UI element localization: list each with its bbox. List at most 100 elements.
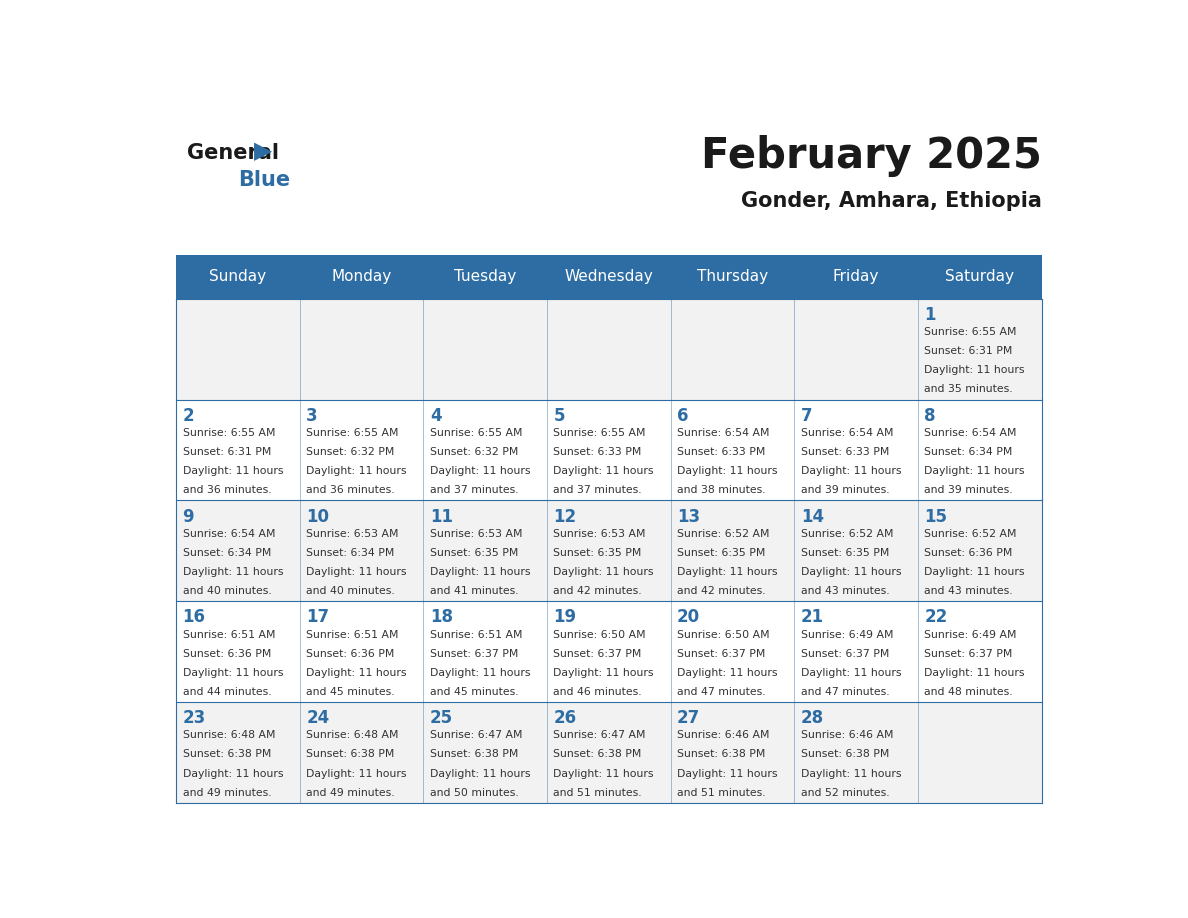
Text: Sunset: 6:37 PM: Sunset: 6:37 PM — [924, 649, 1012, 658]
FancyBboxPatch shape — [795, 399, 918, 500]
FancyBboxPatch shape — [795, 601, 918, 702]
FancyBboxPatch shape — [918, 601, 1042, 702]
FancyBboxPatch shape — [795, 255, 918, 299]
Text: and 47 minutes.: and 47 minutes. — [801, 687, 890, 697]
Text: Sunset: 6:37 PM: Sunset: 6:37 PM — [677, 649, 765, 658]
Text: 8: 8 — [924, 407, 936, 425]
Text: and 45 minutes.: and 45 minutes. — [307, 687, 394, 697]
Text: and 38 minutes.: and 38 minutes. — [677, 486, 766, 495]
Text: Daylight: 11 hours: Daylight: 11 hours — [183, 667, 283, 677]
Text: Sunrise: 6:49 AM: Sunrise: 6:49 AM — [801, 630, 893, 640]
Text: Blue: Blue — [238, 170, 290, 190]
Text: Sunset: 6:34 PM: Sunset: 6:34 PM — [924, 447, 1012, 457]
FancyBboxPatch shape — [918, 702, 1042, 803]
Text: Daylight: 11 hours: Daylight: 11 hours — [183, 567, 283, 577]
Text: 28: 28 — [801, 709, 823, 727]
Text: Daylight: 11 hours: Daylight: 11 hours — [677, 768, 778, 778]
Text: Sunset: 6:38 PM: Sunset: 6:38 PM — [307, 749, 394, 759]
FancyBboxPatch shape — [546, 399, 671, 500]
FancyBboxPatch shape — [671, 601, 795, 702]
Text: 25: 25 — [430, 709, 453, 727]
Text: Sunrise: 6:47 AM: Sunrise: 6:47 AM — [430, 731, 523, 740]
Text: Daylight: 11 hours: Daylight: 11 hours — [430, 768, 530, 778]
Text: Daylight: 11 hours: Daylight: 11 hours — [801, 466, 902, 476]
Text: Sunrise: 6:50 AM: Sunrise: 6:50 AM — [677, 630, 770, 640]
Text: Monday: Monday — [331, 270, 392, 285]
Text: Sunrise: 6:49 AM: Sunrise: 6:49 AM — [924, 630, 1017, 640]
Text: 11: 11 — [430, 508, 453, 526]
Text: Sunset: 6:32 PM: Sunset: 6:32 PM — [307, 447, 394, 457]
Text: 6: 6 — [677, 407, 689, 425]
FancyBboxPatch shape — [176, 500, 299, 601]
Text: Daylight: 11 hours: Daylight: 11 hours — [801, 567, 902, 577]
Text: and 43 minutes.: and 43 minutes. — [801, 586, 890, 596]
Text: Sunset: 6:33 PM: Sunset: 6:33 PM — [677, 447, 765, 457]
Text: 9: 9 — [183, 508, 194, 526]
Text: Sunset: 6:38 PM: Sunset: 6:38 PM — [554, 749, 642, 759]
Text: 14: 14 — [801, 508, 823, 526]
Text: Sunset: 6:35 PM: Sunset: 6:35 PM — [554, 548, 642, 558]
Text: Daylight: 11 hours: Daylight: 11 hours — [677, 466, 778, 476]
Text: and 50 minutes.: and 50 minutes. — [430, 788, 519, 798]
Text: 22: 22 — [924, 609, 948, 626]
Text: Sunrise: 6:55 AM: Sunrise: 6:55 AM — [430, 428, 523, 438]
FancyBboxPatch shape — [299, 702, 423, 803]
Text: Daylight: 11 hours: Daylight: 11 hours — [677, 567, 778, 577]
FancyBboxPatch shape — [176, 299, 299, 399]
FancyBboxPatch shape — [423, 255, 546, 299]
Text: and 42 minutes.: and 42 minutes. — [554, 586, 642, 596]
FancyBboxPatch shape — [299, 299, 423, 399]
Text: and 35 minutes.: and 35 minutes. — [924, 385, 1013, 395]
FancyBboxPatch shape — [423, 399, 546, 500]
FancyBboxPatch shape — [546, 702, 671, 803]
FancyBboxPatch shape — [546, 601, 671, 702]
Text: 10: 10 — [307, 508, 329, 526]
Text: Sunset: 6:37 PM: Sunset: 6:37 PM — [801, 649, 889, 658]
Text: and 48 minutes.: and 48 minutes. — [924, 687, 1013, 697]
Text: Sunset: 6:35 PM: Sunset: 6:35 PM — [801, 548, 889, 558]
Text: Sunrise: 6:51 AM: Sunrise: 6:51 AM — [430, 630, 523, 640]
Text: Daylight: 11 hours: Daylight: 11 hours — [924, 365, 1025, 375]
FancyBboxPatch shape — [423, 299, 546, 399]
FancyBboxPatch shape — [423, 702, 546, 803]
FancyBboxPatch shape — [176, 601, 299, 702]
Text: and 37 minutes.: and 37 minutes. — [554, 486, 642, 495]
Text: and 36 minutes.: and 36 minutes. — [183, 486, 271, 495]
Text: and 45 minutes.: and 45 minutes. — [430, 687, 518, 697]
Text: Daylight: 11 hours: Daylight: 11 hours — [554, 768, 653, 778]
Text: Daylight: 11 hours: Daylight: 11 hours — [307, 667, 406, 677]
Text: 16: 16 — [183, 609, 206, 626]
Text: Sunrise: 6:53 AM: Sunrise: 6:53 AM — [554, 529, 646, 539]
Text: and 37 minutes.: and 37 minutes. — [430, 486, 518, 495]
Text: Sunrise: 6:54 AM: Sunrise: 6:54 AM — [183, 529, 276, 539]
FancyBboxPatch shape — [671, 702, 795, 803]
Text: Sunrise: 6:55 AM: Sunrise: 6:55 AM — [183, 428, 276, 438]
Text: 19: 19 — [554, 609, 576, 626]
FancyBboxPatch shape — [299, 255, 423, 299]
Text: 17: 17 — [307, 609, 329, 626]
Text: Tuesday: Tuesday — [454, 270, 517, 285]
FancyBboxPatch shape — [918, 255, 1042, 299]
Text: Sunrise: 6:54 AM: Sunrise: 6:54 AM — [924, 428, 1017, 438]
Text: Sunrise: 6:46 AM: Sunrise: 6:46 AM — [801, 731, 893, 740]
Text: and 39 minutes.: and 39 minutes. — [801, 486, 890, 495]
FancyBboxPatch shape — [795, 702, 918, 803]
Text: and 51 minutes.: and 51 minutes. — [677, 788, 766, 798]
Text: Sunset: 6:33 PM: Sunset: 6:33 PM — [801, 447, 889, 457]
Text: Sunset: 6:38 PM: Sunset: 6:38 PM — [183, 749, 271, 759]
Text: Sunrise: 6:55 AM: Sunrise: 6:55 AM — [554, 428, 646, 438]
FancyBboxPatch shape — [671, 399, 795, 500]
Text: Sunrise: 6:46 AM: Sunrise: 6:46 AM — [677, 731, 770, 740]
Text: Sunrise: 6:47 AM: Sunrise: 6:47 AM — [554, 731, 646, 740]
Text: 7: 7 — [801, 407, 813, 425]
FancyBboxPatch shape — [299, 601, 423, 702]
Text: General: General — [188, 143, 279, 163]
Text: and 49 minutes.: and 49 minutes. — [183, 788, 271, 798]
Text: Sunrise: 6:51 AM: Sunrise: 6:51 AM — [183, 630, 276, 640]
Text: and 40 minutes.: and 40 minutes. — [183, 586, 271, 596]
Text: Sunset: 6:36 PM: Sunset: 6:36 PM — [307, 649, 394, 658]
Text: 2: 2 — [183, 407, 194, 425]
Text: and 47 minutes.: and 47 minutes. — [677, 687, 766, 697]
FancyBboxPatch shape — [918, 500, 1042, 601]
FancyBboxPatch shape — [918, 399, 1042, 500]
